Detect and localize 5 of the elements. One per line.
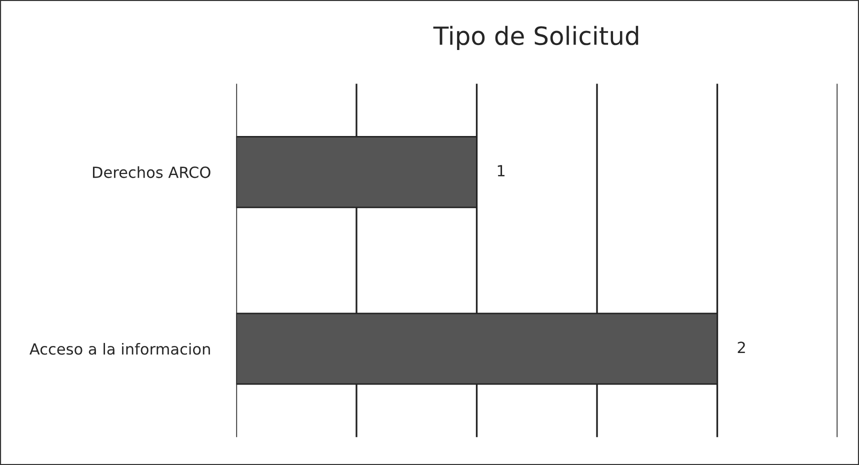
y-tick-label: Acceso a la informacion bbox=[30, 342, 210, 355]
y-tick-label: Derechos ARCO bbox=[92, 166, 210, 178]
chart-title: Tipo de Solicitud bbox=[433, 26, 638, 50]
data-label: 1 bbox=[498, 165, 504, 176]
data-label: 2 bbox=[738, 342, 745, 353]
